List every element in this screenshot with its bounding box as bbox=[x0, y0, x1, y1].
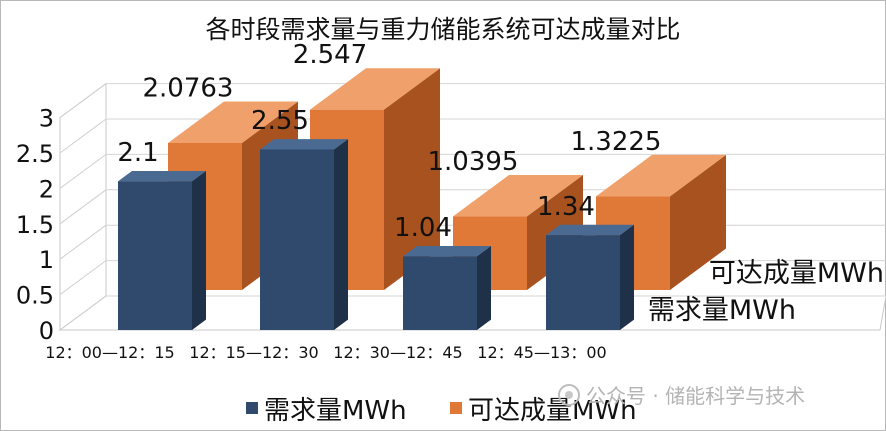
bar-series2-top bbox=[596, 154, 726, 197]
bar-series1-top bbox=[118, 170, 206, 182]
bar-series1 bbox=[260, 149, 334, 330]
gridline-side bbox=[59, 189, 107, 225]
bar-series2-top bbox=[310, 68, 440, 110]
x-tick-label: 12：30—12：45 bbox=[333, 343, 462, 362]
gridline-side bbox=[59, 224, 107, 260]
bar-series1 bbox=[118, 181, 192, 330]
bar-series1-side bbox=[192, 170, 206, 330]
gridline-side bbox=[59, 295, 107, 331]
bar-series2-side bbox=[384, 68, 440, 291]
chart-title: 各时段需求量与重力储能系统可达成量对比 bbox=[205, 15, 680, 44]
legend-swatch-series2 bbox=[450, 402, 462, 414]
bar-series1-side bbox=[477, 246, 491, 330]
data-label-series2: 1.0395 bbox=[428, 147, 519, 177]
y-tick-label: 1 bbox=[39, 246, 54, 274]
bar-series1-side bbox=[620, 224, 634, 330]
bar-series1-side bbox=[334, 139, 348, 330]
x-tick-label: 12：45—13：00 bbox=[477, 343, 606, 362]
gridline-side bbox=[59, 153, 107, 189]
bar-series1-top bbox=[403, 246, 491, 257]
legend-label-series1: 需求量MWh bbox=[264, 396, 407, 426]
wechat-icon bbox=[558, 383, 580, 406]
y-tick-label: 0.5 bbox=[16, 282, 54, 310]
data-label-series1: 1.04 bbox=[394, 213, 452, 243]
bar-series2-top bbox=[453, 174, 583, 217]
data-label-series2: 2.547 bbox=[293, 40, 367, 70]
y-tick-label: 2.5 bbox=[16, 140, 54, 168]
y-tick-label: 0 bbox=[39, 317, 54, 345]
data-label-series2: 2.0763 bbox=[143, 74, 234, 104]
data-label-series1: 1.34 bbox=[537, 192, 595, 222]
bar-series1 bbox=[403, 256, 477, 330]
watermark-text: 公众号 · 储能科学与技术 bbox=[586, 384, 806, 408]
bar-series1-top bbox=[546, 224, 634, 236]
data-label-series2: 1.3225 bbox=[571, 127, 662, 157]
bar-series1 bbox=[546, 235, 620, 330]
gridline-side bbox=[59, 83, 107, 119]
y-tick-label: 2 bbox=[39, 175, 54, 203]
bar-series2-side bbox=[670, 154, 726, 290]
gridline-side bbox=[59, 260, 107, 296]
legend-label-series2: 可达成量MWh bbox=[468, 396, 637, 426]
x-tick-label: 12：00—12：15 bbox=[45, 343, 174, 362]
series-axis-label: 可达成量MWh bbox=[709, 258, 884, 289]
data-label-series1: 2.55 bbox=[251, 106, 309, 136]
bar-series2-top bbox=[168, 101, 298, 143]
gridline-side bbox=[59, 118, 107, 154]
y-tick-label: 3 bbox=[39, 105, 54, 133]
data-label-series1: 2.1 bbox=[117, 138, 158, 168]
watermark: 公众号 · 储能科学与技术 bbox=[558, 380, 805, 409]
y-tick-label: 1.5 bbox=[16, 211, 54, 239]
series-axis-label: 需求量MWh bbox=[648, 295, 796, 326]
x-tick-label: 12：15—12：30 bbox=[189, 343, 318, 362]
legend-swatch-series1 bbox=[246, 402, 258, 414]
bar-series1-top bbox=[260, 139, 348, 150]
